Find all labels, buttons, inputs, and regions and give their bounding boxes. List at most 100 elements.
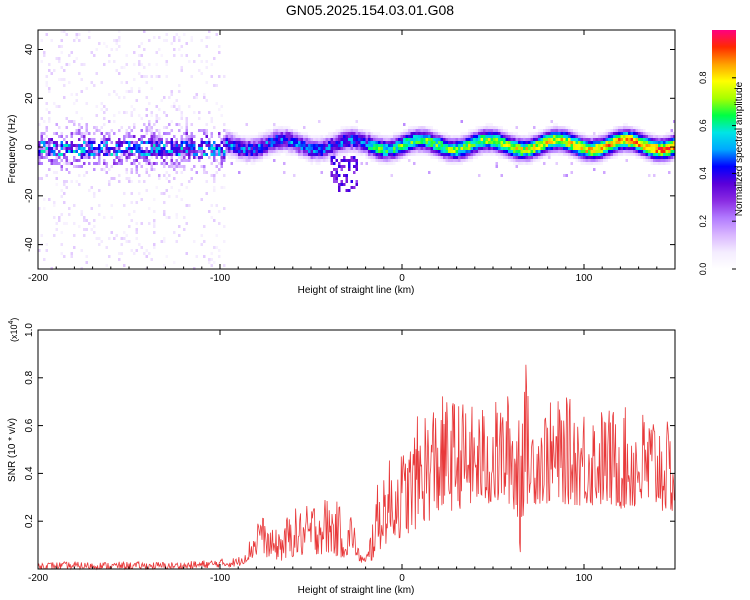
heatmap-cell — [288, 135, 291, 138]
heatmap-cell — [400, 153, 403, 156]
heatmap-cell — [355, 180, 358, 183]
heatmap-cell — [180, 147, 183, 150]
heatmap-cell — [518, 135, 521, 138]
heatmap-cell — [183, 141, 186, 144]
heatmap-cell — [553, 141, 556, 144]
heatmap-cell — [413, 147, 416, 150]
heatmap-cell — [193, 165, 196, 168]
heatmap-cell — [655, 144, 658, 147]
heatmap-cell — [338, 156, 341, 159]
heatmap-cell — [505, 144, 508, 147]
heatmap-cell — [448, 144, 451, 147]
heatmap-cell — [75, 99, 78, 102]
heatmap-cell — [183, 159, 186, 162]
heatmap-cell — [125, 81, 128, 84]
heatmap-cell — [130, 201, 133, 204]
heatmap-cell — [145, 81, 148, 84]
heatmap-cell — [523, 153, 526, 156]
heatmap-cell — [350, 180, 353, 183]
heatmap-cell — [175, 108, 178, 111]
heatmap-cell — [428, 129, 431, 132]
heatmap-cell — [363, 132, 366, 135]
heatmap-cell — [400, 156, 403, 159]
heatmap-cell — [103, 150, 106, 153]
heatmap-cell — [398, 159, 401, 162]
heatmap-cell — [268, 129, 271, 132]
heatmap-cell — [380, 135, 383, 138]
heatmap-cell — [438, 144, 441, 147]
heatmap-cell — [45, 156, 48, 159]
heatmap-cell — [223, 174, 226, 177]
heatmap-cell — [173, 39, 176, 42]
heatmap-cell — [140, 42, 143, 45]
heatmap-cell — [425, 147, 428, 150]
heatmap-cell — [345, 189, 348, 192]
heatmap-cell — [495, 147, 498, 150]
heatmap-cell — [308, 159, 311, 162]
heatmap-cell — [178, 84, 181, 87]
heatmap-cell — [670, 144, 673, 147]
heatmap-cell — [305, 150, 308, 153]
heatmap-cell — [553, 150, 556, 153]
heatmap-cell — [210, 120, 213, 123]
heatmap-cell — [653, 174, 656, 177]
heatmap-cell — [165, 75, 168, 78]
heatmap-cell — [640, 129, 643, 132]
heatmap-cell — [493, 150, 496, 153]
heatmap-cell — [238, 171, 241, 174]
heatmap-cell — [603, 138, 606, 141]
heatmap-cell — [205, 123, 208, 126]
heatmap-cell — [383, 135, 386, 138]
heatmap-cell — [148, 153, 151, 156]
heatmap-cell — [210, 264, 213, 267]
heatmap-cell — [545, 126, 548, 129]
heatmap-cell — [390, 156, 393, 159]
heatmap-cell — [63, 183, 66, 186]
heatmap-cell — [618, 147, 621, 150]
heatmap-cell — [538, 138, 541, 141]
heatmap-cell — [55, 159, 58, 162]
heatmap-cell — [175, 240, 178, 243]
heatmap-cell — [600, 141, 603, 144]
heatmap-cell — [658, 162, 661, 165]
heatmap-cell — [518, 147, 521, 150]
heatmap-cell — [578, 141, 581, 144]
heatmap-cell — [85, 171, 88, 174]
heatmap-cell — [158, 174, 161, 177]
heatmap-cell — [628, 144, 631, 147]
heatmap-cell — [533, 159, 536, 162]
heatmap-cell — [148, 39, 151, 42]
heatmap-cell — [43, 54, 46, 57]
heatmap-cell — [603, 159, 606, 162]
heatmap-cell — [128, 135, 131, 138]
heatmap-cell — [158, 147, 161, 150]
heatmap-cell — [38, 147, 41, 150]
heatmap-cell — [335, 159, 338, 162]
heatmap-cell — [618, 126, 621, 129]
heatmap-cell — [255, 159, 258, 162]
heatmap-cell — [180, 150, 183, 153]
heatmap-cell — [568, 141, 571, 144]
heatmap-cell — [105, 153, 108, 156]
heatmap-cell — [648, 156, 651, 159]
heatmap-cell — [303, 135, 306, 138]
heatmap-cell — [78, 72, 81, 75]
heatmap-cell — [110, 231, 113, 234]
heatmap-cell — [590, 147, 593, 150]
heatmap-cell — [663, 153, 666, 156]
heatmap-cell — [170, 159, 173, 162]
heatmap-cell — [58, 150, 61, 153]
heatmap-cell — [228, 141, 231, 144]
heatmap-cell — [170, 150, 173, 153]
heatmap-cell — [203, 225, 206, 228]
heatmap-cell — [118, 150, 121, 153]
heatmap-cell — [495, 162, 498, 165]
heatmap-cell — [558, 147, 561, 150]
heatmap-cell — [180, 165, 183, 168]
heatmap-cell — [653, 141, 656, 144]
heatmap-cell — [148, 207, 151, 210]
heatmap-cell — [275, 138, 278, 141]
heatmap-cell — [53, 141, 56, 144]
heatmap-cell — [115, 153, 118, 156]
heatmap-cell — [183, 138, 186, 141]
